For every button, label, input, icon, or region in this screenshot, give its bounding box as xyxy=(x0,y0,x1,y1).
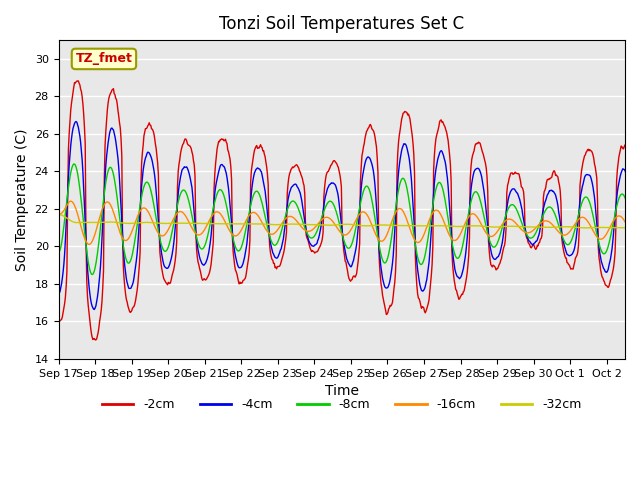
-32cm xyxy=(444,223,452,229)
-4cm xyxy=(261,188,269,194)
-32cm xyxy=(124,220,131,226)
-32cm xyxy=(282,221,289,227)
Y-axis label: Soil Temperature (C): Soil Temperature (C) xyxy=(15,128,29,271)
-2cm xyxy=(232,269,240,275)
-16cm xyxy=(284,215,291,220)
-2cm xyxy=(413,283,420,288)
-4cm xyxy=(125,285,132,291)
-8cm xyxy=(413,251,420,256)
-8cm xyxy=(88,272,96,277)
-32cm xyxy=(54,212,62,217)
-8cm xyxy=(261,214,269,219)
-16cm xyxy=(54,212,62,218)
-16cm xyxy=(125,235,132,241)
Line: -8cm: -8cm xyxy=(58,164,640,275)
Line: -2cm: -2cm xyxy=(58,81,640,340)
-16cm xyxy=(67,198,75,204)
-4cm xyxy=(413,259,420,265)
-2cm xyxy=(284,191,291,196)
-32cm xyxy=(260,221,268,227)
-8cm xyxy=(284,207,291,213)
-16cm xyxy=(232,233,240,239)
-4cm xyxy=(232,256,240,262)
Title: Tonzi Soil Temperatures Set C: Tonzi Soil Temperatures Set C xyxy=(220,15,465,33)
-8cm xyxy=(232,246,240,252)
-16cm xyxy=(413,240,420,245)
-8cm xyxy=(54,250,62,255)
Line: -32cm: -32cm xyxy=(58,215,640,232)
-4cm xyxy=(284,203,291,209)
Line: -4cm: -4cm xyxy=(58,121,640,310)
Text: TZ_fmet: TZ_fmet xyxy=(76,52,132,65)
-32cm xyxy=(412,223,419,228)
-8cm xyxy=(70,161,77,167)
Line: -16cm: -16cm xyxy=(58,201,640,244)
-16cm xyxy=(446,233,454,239)
-2cm xyxy=(261,154,269,160)
-16cm xyxy=(261,225,269,231)
-2cm xyxy=(92,337,99,343)
Legend: -2cm, -4cm, -8cm, -16cm, -32cm: -2cm, -4cm, -8cm, -16cm, -32cm xyxy=(97,394,587,417)
-4cm xyxy=(72,119,80,124)
-16cm xyxy=(85,241,93,247)
-32cm xyxy=(231,221,239,227)
-8cm xyxy=(446,226,454,232)
-4cm xyxy=(446,205,454,211)
-2cm xyxy=(125,305,132,311)
X-axis label: Time: Time xyxy=(324,384,359,398)
-4cm xyxy=(90,307,98,312)
-2cm xyxy=(54,318,62,324)
-8cm xyxy=(125,260,132,266)
-2cm xyxy=(74,78,82,84)
-2cm xyxy=(446,153,454,158)
-4cm xyxy=(54,290,62,296)
